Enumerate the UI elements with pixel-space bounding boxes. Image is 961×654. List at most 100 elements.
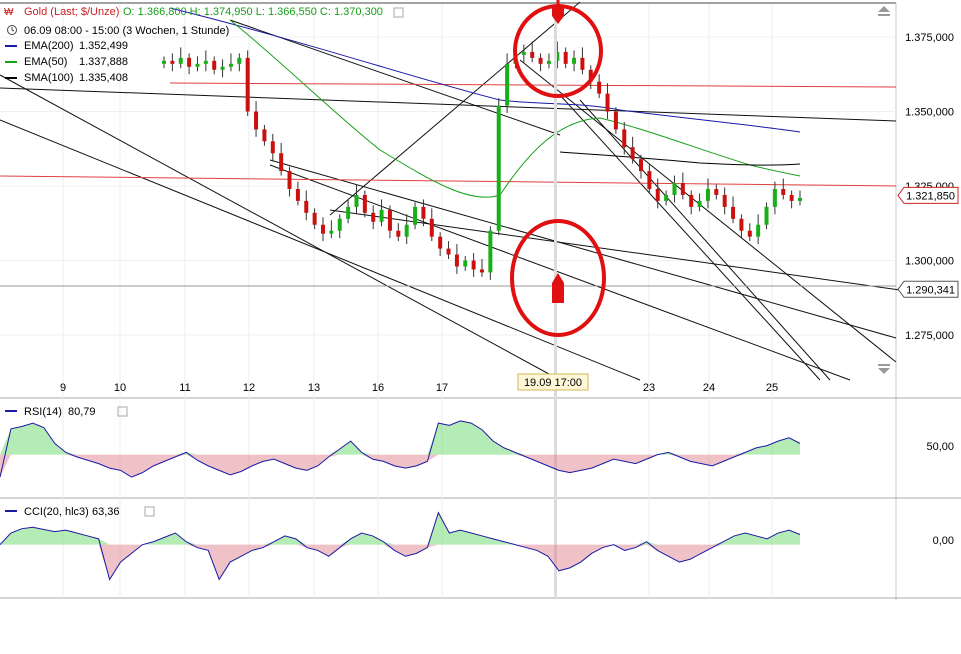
candle-down bbox=[722, 194, 727, 207]
candle-down bbox=[371, 212, 376, 222]
candle-up bbox=[379, 209, 384, 222]
crosshair-label: 19.09 17:00 bbox=[517, 373, 589, 391]
candle-up bbox=[572, 57, 577, 64]
candle-up bbox=[505, 63, 510, 106]
candle-up bbox=[337, 218, 342, 231]
cci-legend: CCI(20, hlc3) 63,36 bbox=[5, 506, 155, 518]
candle-down bbox=[588, 69, 593, 82]
rsi-settings-icon[interactable] bbox=[117, 406, 128, 417]
legend-label: EMA(50) bbox=[24, 56, 67, 68]
ema50-line bbox=[229, 19, 801, 198]
arrow-up-icon bbox=[552, 273, 564, 303]
candle-down bbox=[530, 51, 535, 58]
cci-overbought-fill bbox=[0, 512, 800, 545]
candle-down bbox=[212, 60, 217, 70]
candle-down bbox=[689, 194, 694, 207]
rsi-line bbox=[0, 420, 801, 478]
price-tag bbox=[897, 280, 959, 298]
legend-value: 1.337,888 bbox=[79, 56, 128, 68]
candle-up bbox=[404, 224, 409, 237]
legend-swatch bbox=[5, 77, 17, 79]
horizontal-lines bbox=[0, 82, 897, 287]
cci-panel bbox=[0, 511, 801, 581]
resistance-line-red-upper bbox=[169, 82, 897, 88]
candle-down bbox=[471, 260, 476, 270]
candle-down bbox=[680, 183, 685, 195]
trendline bbox=[0, 119, 641, 381]
trendline bbox=[519, 59, 897, 363]
candle-up bbox=[178, 57, 183, 64]
price-tag-label: 1.290,341 bbox=[906, 284, 955, 296]
x-tick-label: 24 bbox=[703, 382, 715, 394]
x-tick-label: 12 bbox=[243, 382, 255, 394]
cci-legend-label: CCI(20, hlc3) bbox=[24, 506, 89, 518]
candle-down bbox=[396, 230, 401, 237]
candle-down bbox=[304, 200, 309, 213]
scroll-down-button[interactable] bbox=[878, 364, 890, 374]
candle-up bbox=[220, 66, 225, 70]
candle-down bbox=[714, 188, 719, 195]
clock-hands bbox=[11, 27, 15, 32]
candle-up bbox=[546, 60, 551, 64]
gold-icon: ₩ bbox=[4, 7, 14, 18]
trendline bbox=[269, 159, 897, 339]
trendline bbox=[0, 87, 897, 122]
candle-up bbox=[664, 194, 669, 201]
header-settings-icon[interactable] bbox=[393, 7, 404, 18]
candle-down bbox=[622, 129, 627, 148]
candle-down bbox=[262, 129, 267, 142]
candle-up bbox=[521, 51, 526, 55]
x-tick-label: 13 bbox=[308, 382, 320, 394]
price-tag-label: 1.321,850 bbox=[906, 190, 955, 202]
rsi-legend-swatch bbox=[5, 410, 17, 412]
candle-down bbox=[613, 111, 618, 130]
cci-legend-value: 63,36 bbox=[92, 506, 120, 518]
cci-line bbox=[0, 511, 801, 581]
candle-up bbox=[329, 230, 334, 234]
rsi-legend-label: RSI(14) bbox=[24, 406, 62, 418]
x-tick-label: 9 bbox=[60, 382, 66, 394]
indicator-legend: EMA(200) 1.352,499 EMA(50) 1.337,888 SMA(100… bbox=[5, 40, 128, 84]
candle-down bbox=[245, 57, 250, 112]
candle-down bbox=[480, 269, 484, 273]
candle-up bbox=[488, 230, 493, 273]
candle-up bbox=[672, 183, 677, 195]
candle-down bbox=[655, 188, 660, 201]
trendline bbox=[329, 209, 901, 291]
candle-up bbox=[413, 206, 418, 225]
candle-down bbox=[187, 57, 192, 67]
period-label: 06.09 08:00 - 15:00 (3 Wochen, 1 Stunde) bbox=[24, 25, 229, 37]
candle-down bbox=[446, 248, 451, 255]
candles bbox=[162, 41, 802, 280]
trendline bbox=[579, 99, 831, 381]
rsi-oversold-fill bbox=[0, 454, 800, 478]
candle-up bbox=[228, 63, 233, 67]
trendline bbox=[559, 94, 821, 381]
chart-header: ₩ Gold (Last; $/Unze) O: 1.366,800 H: 1.… bbox=[4, 6, 404, 37]
candle-up bbox=[705, 188, 710, 201]
rsi-panel bbox=[0, 420, 801, 478]
candle-down bbox=[605, 93, 610, 112]
candle-down bbox=[438, 236, 443, 249]
candle-down bbox=[287, 171, 292, 189]
candle-down bbox=[362, 194, 367, 213]
candle-up bbox=[354, 194, 359, 207]
cci-legend-swatch bbox=[5, 510, 17, 512]
cci-tick-label: 0,00 bbox=[933, 535, 954, 547]
y-tick-label: 1.350,000 bbox=[905, 107, 954, 119]
price-tags: 1.321,850 1.290,341 bbox=[897, 186, 959, 298]
candle-down bbox=[279, 153, 284, 172]
rsi-tick-label: 50,00 bbox=[926, 441, 954, 453]
cci-settings-icon[interactable] bbox=[144, 506, 155, 517]
candle-down bbox=[781, 188, 786, 195]
legend-value: 1.335,408 bbox=[79, 72, 128, 84]
x-tick-label: 10 bbox=[114, 382, 126, 394]
scroll-up-button[interactable] bbox=[878, 6, 890, 16]
candle-down bbox=[429, 218, 434, 237]
price-tag bbox=[897, 186, 959, 204]
resistance-line-red bbox=[0, 175, 897, 187]
x-tick-label: 23 bbox=[643, 382, 655, 394]
candle-down bbox=[321, 224, 325, 234]
